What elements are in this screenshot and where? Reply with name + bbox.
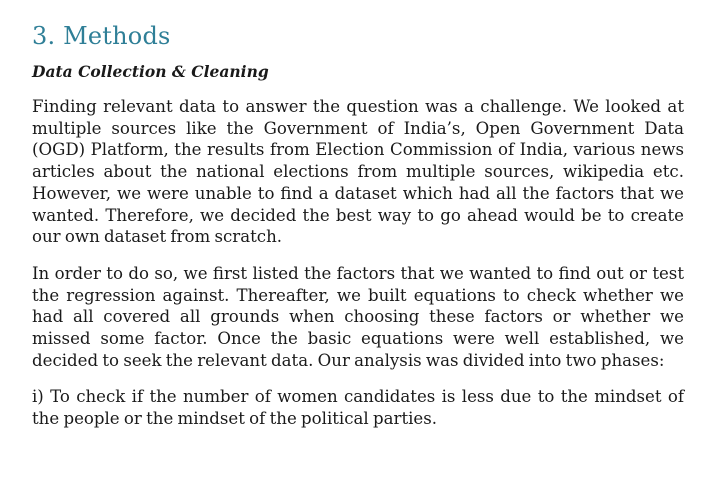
document-page: 3. Methods Data Collection & Cleaning Fi… [32,18,684,430]
subsection-title: Data Collection & Cleaning [32,62,269,81]
section-title: 3. Methods [32,22,171,50]
paragraph-data-sources: Finding relevant data to answer the ques… [32,97,684,247]
paragraph-approach: In order to do so, we first listed the f… [32,263,684,370]
paragraph-phase-one: i) To check if the number of women candi… [32,387,684,429]
